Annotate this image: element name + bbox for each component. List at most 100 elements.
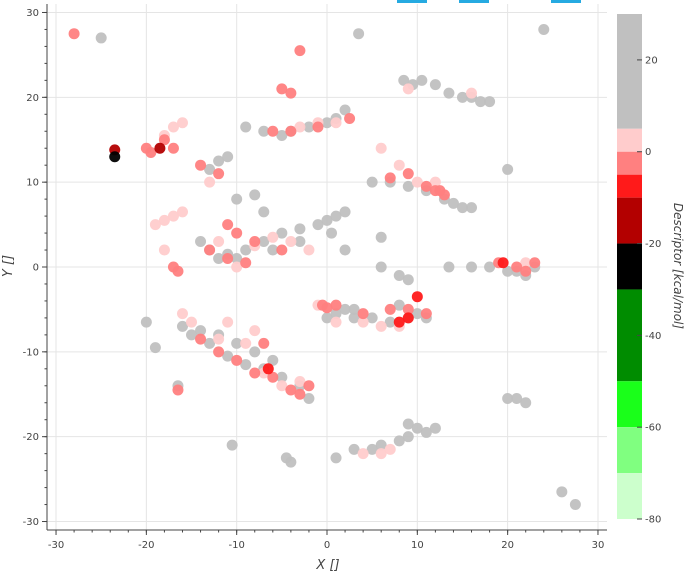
data-point xyxy=(393,316,405,328)
data-point xyxy=(484,261,496,273)
data-point xyxy=(447,197,459,209)
data-point xyxy=(258,125,270,137)
y-tick-label: 30 xyxy=(26,8,39,19)
data-point xyxy=(375,142,387,154)
data-point xyxy=(231,337,243,349)
data-point xyxy=(366,312,378,324)
data-point xyxy=(195,325,207,337)
data-point xyxy=(330,308,342,320)
data-point xyxy=(520,265,532,277)
data-point xyxy=(204,337,216,349)
data-point xyxy=(303,244,315,256)
data-point xyxy=(294,121,306,133)
data-point xyxy=(339,104,351,116)
data-point xyxy=(231,261,243,273)
data-point xyxy=(321,312,333,324)
data-point xyxy=(420,180,432,192)
data-point xyxy=(249,346,261,358)
data-point xyxy=(222,219,234,231)
data-point xyxy=(213,333,225,345)
data-point xyxy=(429,422,441,434)
data-point xyxy=(231,193,243,205)
data-point xyxy=(402,168,414,180)
data-point xyxy=(502,163,514,175)
data-point xyxy=(140,316,152,328)
y-tick-label: 10 xyxy=(26,178,39,189)
data-point xyxy=(285,456,297,468)
data-point xyxy=(213,346,225,358)
y-tick-label: -30 xyxy=(23,517,39,528)
data-point xyxy=(393,435,405,447)
data-point xyxy=(285,125,297,137)
data-point xyxy=(393,299,405,311)
colorbar-label: Descriptor [kcal/mol] xyxy=(671,203,685,329)
data-point xyxy=(502,393,514,404)
data-point xyxy=(172,384,184,396)
data-point xyxy=(357,316,369,328)
data-point xyxy=(231,227,243,239)
y-tick-label: -10 xyxy=(23,347,39,358)
x-tick-label: 20 xyxy=(501,540,514,551)
data-point xyxy=(285,384,297,396)
data-point xyxy=(529,257,541,269)
data-point xyxy=(222,350,234,362)
data-point xyxy=(240,359,252,371)
data-point xyxy=(348,443,360,455)
data-point xyxy=(276,83,288,95)
data-point xyxy=(303,121,315,133)
data-point xyxy=(294,45,306,57)
x-tick-label: -20 xyxy=(138,540,154,551)
data-point xyxy=(348,303,360,315)
data-point xyxy=(176,320,188,332)
data-point xyxy=(538,23,550,35)
data-point xyxy=(267,354,279,366)
data-point xyxy=(204,244,216,256)
data-point xyxy=(240,121,252,133)
data-point xyxy=(109,151,121,163)
data-point xyxy=(344,113,356,125)
data-point xyxy=(167,261,179,273)
data-point xyxy=(456,202,468,214)
data-point xyxy=(384,303,396,315)
data-point xyxy=(258,337,270,349)
data-point xyxy=(511,261,523,273)
data-point xyxy=(375,261,387,273)
data-point xyxy=(158,134,170,146)
data-point xyxy=(276,227,288,239)
data-point xyxy=(402,303,414,315)
data-point xyxy=(213,168,225,180)
colorbar-bin xyxy=(617,128,642,152)
data-point xyxy=(186,329,198,341)
data-point xyxy=(330,316,342,328)
data-point xyxy=(231,354,243,366)
data-point xyxy=(384,316,396,328)
data-point xyxy=(294,223,306,235)
y-tick-label: 20 xyxy=(26,93,39,104)
data-point xyxy=(312,219,324,231)
y-tick-label: -20 xyxy=(23,432,39,443)
data-point xyxy=(222,151,234,163)
data-point xyxy=(158,244,170,256)
data-point xyxy=(375,448,387,460)
data-point xyxy=(158,214,170,226)
data-point xyxy=(294,376,306,388)
data-point xyxy=(339,206,351,218)
data-point xyxy=(429,176,441,188)
data-point xyxy=(330,452,342,464)
data-point xyxy=(213,253,225,265)
data-point xyxy=(303,380,315,392)
colorbar-tick-label: -80 xyxy=(645,515,661,526)
y-tick-label: 0 xyxy=(33,263,39,274)
data-point xyxy=(420,426,432,438)
colorbar-tick-label: 20 xyxy=(645,55,658,66)
data-point xyxy=(204,176,216,188)
data-point xyxy=(393,269,405,281)
colorbar-bin xyxy=(617,427,642,474)
data-point xyxy=(176,308,188,320)
data-point xyxy=(186,316,198,328)
data-point xyxy=(326,227,338,239)
data-point xyxy=(176,206,188,218)
data-point xyxy=(145,146,157,158)
